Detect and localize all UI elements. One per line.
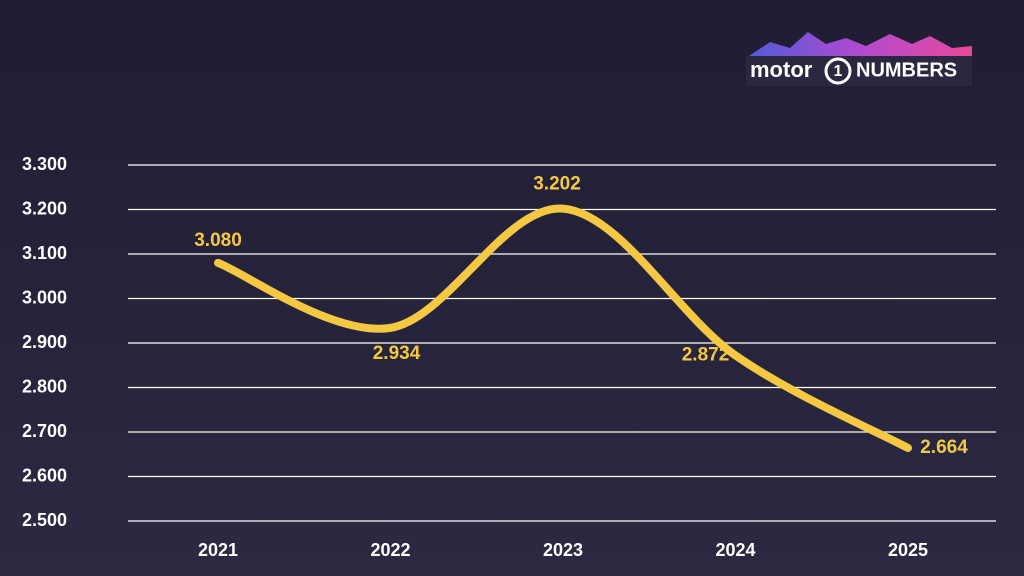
y-tick-label: 2.900	[22, 332, 67, 352]
logo-ring	[824, 57, 852, 85]
data-label: 3.202	[533, 174, 581, 195]
logo-box	[746, 56, 972, 86]
y-tick-label: 3.000	[22, 287, 67, 307]
y-tick-label: 2.500	[22, 510, 67, 530]
y-tick-label: 2.800	[22, 376, 67, 396]
y-tick-label: 3.100	[22, 243, 67, 263]
y-tick-label: 2.600	[22, 465, 67, 485]
x-tick-label: 2024	[715, 540, 755, 560]
data-label: 2.934	[373, 343, 421, 364]
data-label: 3.080	[194, 230, 242, 251]
line	[214, 204, 912, 453]
y-tick-label: 3.200	[22, 198, 67, 218]
y-tick-label: 3.300	[22, 154, 67, 174]
x-tick-label: 2023	[543, 540, 583, 560]
logo-numbers: NUMBERS	[856, 59, 957, 81]
data-label: 2.664	[920, 437, 968, 458]
data-label: 2.872	[682, 344, 730, 365]
logo-text: motor	[750, 57, 813, 82]
x-tick-label: 2021	[198, 540, 238, 560]
logo-mountains	[746, 32, 972, 58]
x-tick-label: 2022	[370, 540, 410, 560]
logo: motor 1 NUMBERS	[746, 32, 972, 86]
x-tick-label: 2025	[888, 540, 928, 560]
y-tick-label: 2.700	[22, 421, 67, 441]
logo-one: 1	[834, 63, 843, 80]
